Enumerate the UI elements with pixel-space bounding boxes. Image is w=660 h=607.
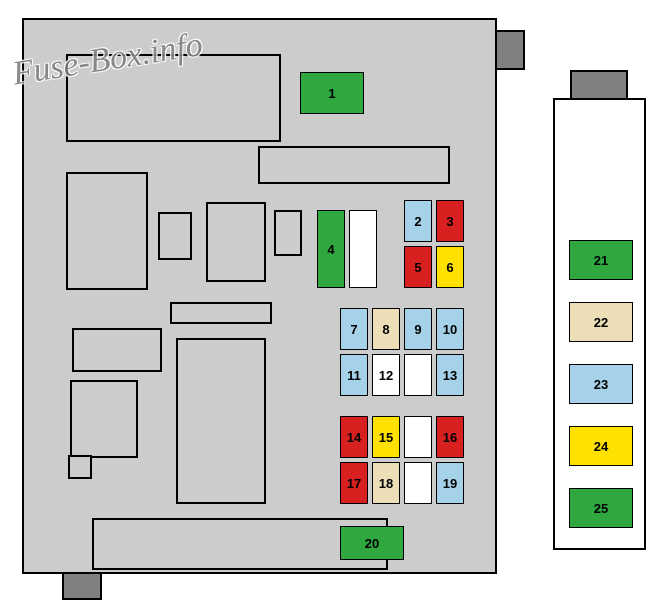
fuse-11: 11 xyxy=(340,354,368,396)
fuse-6: 6 xyxy=(436,246,464,288)
fuse-9: 9 xyxy=(404,308,432,350)
fuse-box-main: 1423567891011121314151617181920 xyxy=(22,18,497,574)
fuse-1: 1 xyxy=(300,72,364,114)
outline-shape xyxy=(206,202,266,282)
outline-shape xyxy=(274,210,302,256)
fuse-8: 8 xyxy=(372,308,400,350)
fuse-blank xyxy=(404,416,432,458)
fuse-15: 15 xyxy=(372,416,400,458)
outline-shape xyxy=(72,328,162,372)
fuse-19: 19 xyxy=(436,462,464,504)
outline-shape xyxy=(258,146,450,184)
fuse-16: 16 xyxy=(436,416,464,458)
fuse-10: 10 xyxy=(436,308,464,350)
fuse-18: 18 xyxy=(372,462,400,504)
fuse-17: 17 xyxy=(340,462,368,504)
outline-shape xyxy=(66,172,148,290)
outline-shape xyxy=(158,212,192,260)
fuse-21: 21 xyxy=(569,240,633,280)
outline-shape xyxy=(66,54,281,142)
fuse-23: 23 xyxy=(569,364,633,404)
fuse-blank xyxy=(349,210,377,288)
fuse-25: 25 xyxy=(569,488,633,528)
fuse-12: 12 xyxy=(372,354,400,396)
outline-shape xyxy=(70,380,138,458)
fuse-blank xyxy=(404,462,432,504)
fuse-5: 5 xyxy=(404,246,432,288)
fuse-2: 2 xyxy=(404,200,432,242)
fuse-20: 20 xyxy=(340,526,404,560)
fuse-3: 3 xyxy=(436,200,464,242)
fuse-7: 7 xyxy=(340,308,368,350)
fuse-24: 24 xyxy=(569,426,633,466)
fuse-14: 14 xyxy=(340,416,368,458)
fuse-22: 22 xyxy=(569,302,633,342)
side-panel: 21 22 23 24 25 xyxy=(553,98,646,550)
outline-shape xyxy=(68,455,92,479)
fuse-13: 13 xyxy=(436,354,464,396)
fuse-4: 4 xyxy=(317,210,345,288)
fuse-blank xyxy=(404,354,432,396)
outline-shape xyxy=(176,338,266,504)
side-tab-top xyxy=(570,70,628,100)
outline-shape xyxy=(170,302,272,324)
